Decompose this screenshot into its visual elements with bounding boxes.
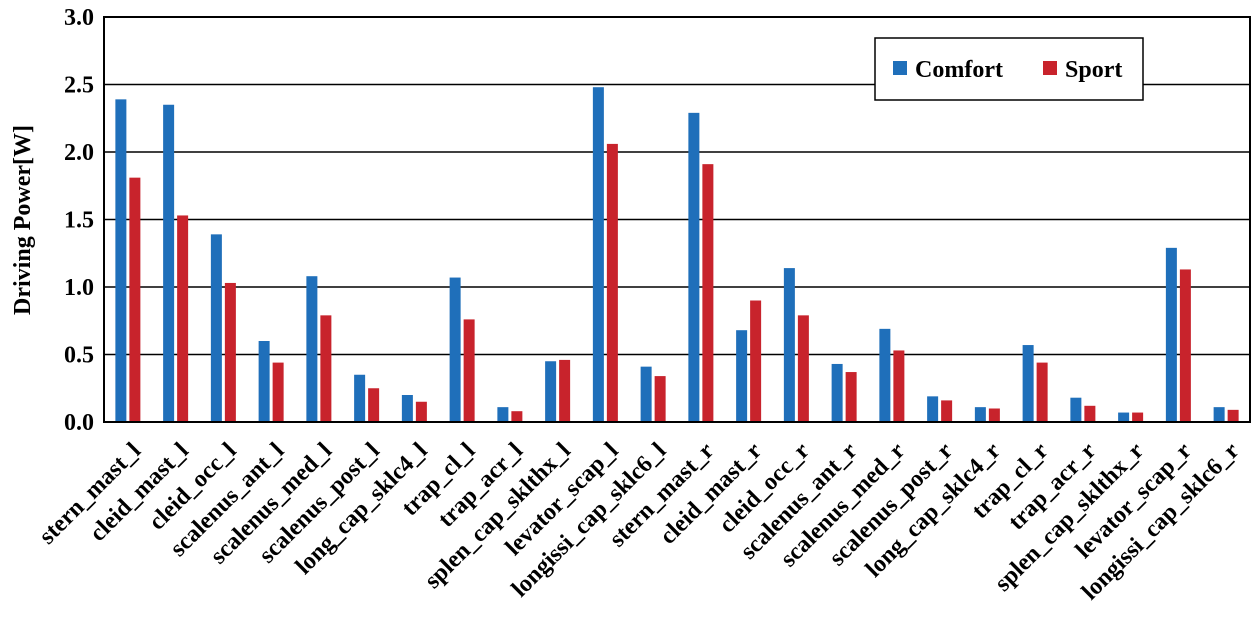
bar-sport-scalenus_med_l — [320, 315, 332, 422]
bar-comfort-scalenus_post_l — [354, 374, 366, 422]
bar-comfort-cleid_occ_r — [783, 268, 795, 422]
plot-frame — [103, 16, 1251, 423]
bar-sport-scalenus_post_r — [941, 400, 953, 422]
bar-sport-splen_cap_sklthx_l — [559, 359, 571, 422]
y-tick-label: 0.5 — [64, 343, 94, 369]
bar-sport-trap_cl_r — [1036, 362, 1048, 422]
bar-comfort-stern_mast_l — [115, 99, 127, 422]
bar-sport-longissi_cap_sklc6_l — [654, 376, 666, 422]
legend-label-sport: Sport — [1065, 57, 1122, 83]
bar-comfort-long_cap_sklc4_r — [974, 407, 986, 422]
bar-sport-stern_mast_r — [702, 164, 714, 422]
bar-comfort-levator_scap_l — [592, 87, 604, 422]
bar-comfort-scalenus_med_l — [306, 276, 318, 422]
bar-comfort-scalenus_med_r — [879, 328, 891, 422]
bar-comfort-trap_acr_r — [1070, 397, 1082, 422]
legend-swatch-sport — [1043, 61, 1057, 75]
bar-comfort-splen_cap_sklthx_r — [1118, 412, 1130, 422]
bar-comfort-splen_cap_sklthx_l — [545, 361, 557, 422]
bar-comfort-trap_cl_r — [1022, 345, 1034, 422]
bar-sport-cleid_occ_r — [797, 315, 809, 422]
bar-comfort-longissi_cap_sklc6_r — [1213, 407, 1225, 422]
bar-comfort-scalenus_ant_r — [831, 363, 843, 422]
legend-swatch-comfort — [893, 61, 907, 75]
legend: Comfort Sport — [874, 37, 1144, 101]
bar-sport-scalenus_ant_l — [272, 362, 284, 422]
bar-sport-cleid_mast_l — [177, 215, 189, 422]
y-tick-label: 1.5 — [64, 208, 94, 234]
bar-comfort-trap_cl_l — [449, 277, 461, 422]
bar-sport-scalenus_med_r — [893, 350, 905, 422]
gridlines — [104, 83, 1250, 356]
bar-comfort-cleid_mast_l — [163, 104, 175, 422]
y-tick-label: 3.0 — [64, 5, 94, 31]
x-axis: stern_mast_lcleid_mast_lcleid_occ_lscale… — [34, 438, 1244, 606]
legend-box — [874, 37, 1144, 101]
bar-sport-longissi_cap_sklc6_r — [1227, 409, 1239, 422]
y-tick-label: 0.0 — [64, 410, 94, 436]
y-axis-label: Driving Power[W] — [10, 125, 36, 315]
y-tick-label: 2.5 — [64, 73, 94, 99]
bar-sport-scalenus_post_l — [368, 388, 380, 422]
bar-sport-long_cap_sklc4_r — [988, 408, 1000, 422]
bar-sport-cleid_mast_r — [750, 300, 762, 422]
y-axis: 0.0 0.5 1.0 1.5 2.0 2.5 3.0 — [64, 5, 94, 436]
bar-sport-levator_scap_l — [606, 143, 618, 422]
bar-sport-scalenus_ant_r — [845, 372, 857, 422]
bar-sport-levator_scap_r — [1179, 269, 1191, 422]
bar-comfort-longissi_cap_sklc6_l — [640, 366, 652, 422]
y-tick-label: 1.0 — [64, 275, 94, 301]
bar-comfort-stern_mast_r — [688, 112, 700, 422]
bar-comfort-levator_scap_r — [1165, 247, 1177, 422]
bar-comfort-long_cap_sklc4_l — [401, 395, 413, 422]
bar-comfort-scalenus_ant_l — [258, 341, 270, 422]
bar-sport-stern_mast_l — [129, 177, 141, 422]
bar-sport-trap_acr_l — [511, 411, 523, 422]
bar-sport-trap_cl_l — [463, 319, 475, 422]
bar-sport-splen_cap_sklthx_r — [1132, 412, 1144, 422]
bar-sport-cleid_occ_l — [224, 282, 236, 422]
bars — [115, 87, 1239, 422]
bar-comfort-trap_acr_l — [497, 407, 509, 422]
legend-label-comfort: Comfort — [915, 57, 1003, 83]
bar-comfort-cleid_occ_l — [210, 234, 222, 422]
bar-sport-long_cap_sklc4_l — [415, 401, 427, 422]
bar-sport-trap_acr_r — [1084, 405, 1096, 422]
y-tick-label: 2.0 — [64, 140, 94, 166]
bar-comfort-scalenus_post_r — [927, 396, 939, 422]
bar-comfort-cleid_mast_r — [736, 330, 748, 422]
